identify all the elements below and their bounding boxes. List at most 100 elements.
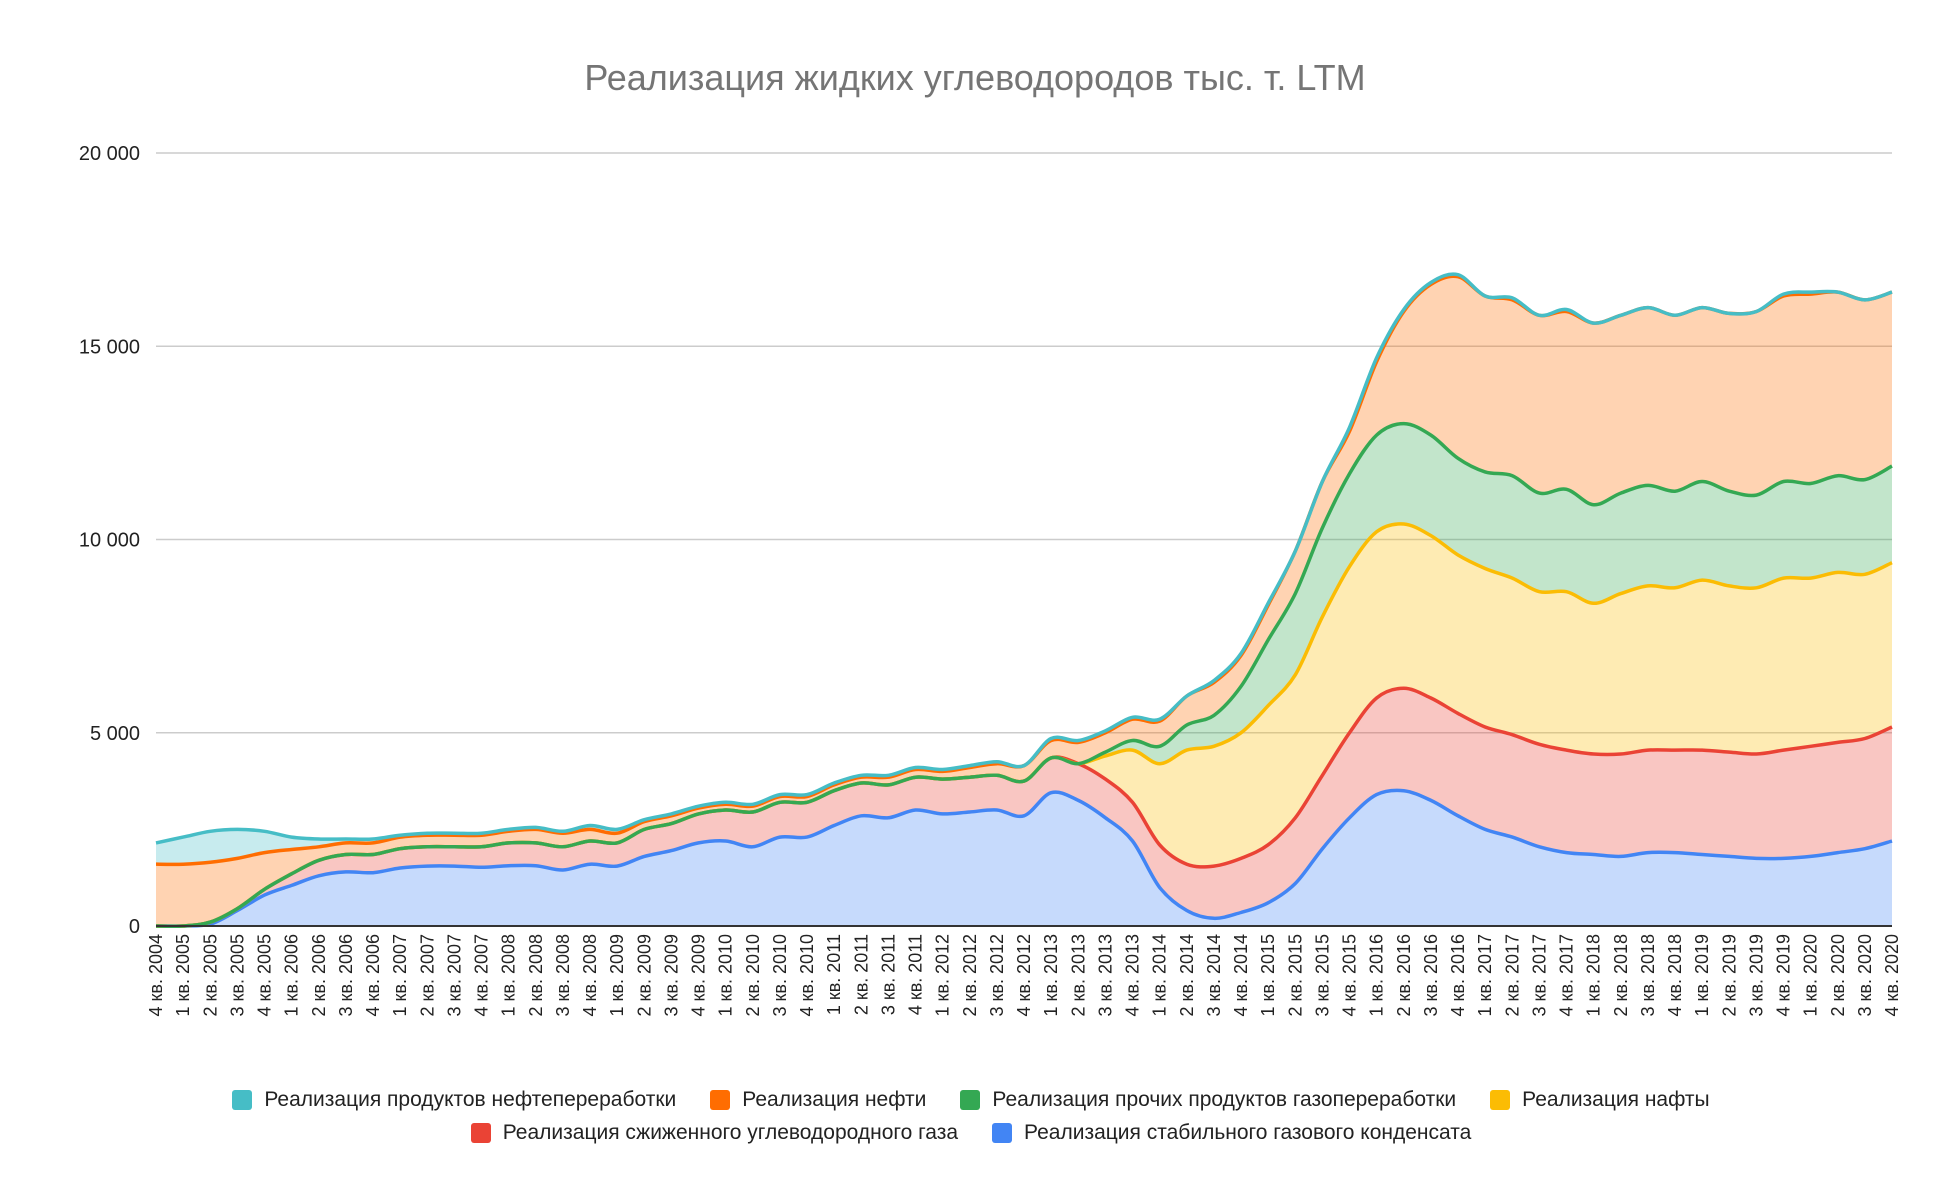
legend-swatch [1490,1090,1511,1110]
series-3-line [155,421,1893,929]
x-tick-label: 4 кв. 2007 [472,934,492,1017]
legend-item-other-gas-products[interactable]: Реализация прочих продуктов газоперерабо… [960,1088,1456,1112]
y-tick-label: 5 000 [90,723,140,745]
x-tick-label: 4 кв. 2004 [146,934,166,1017]
x-tick-label: 4 кв. 2013 [1123,934,1143,1017]
x-tick-label: 1 кв. 2010 [716,934,736,1017]
legend-swatch [232,1090,253,1110]
legend-item-naphtha[interactable]: Реализация нафты [1490,1088,1710,1112]
x-tick-label: 3 кв. 2011 [878,934,898,1015]
x-tick-label: 4 кв. 2020 [1882,934,1902,1017]
x-tick-label: 1 кв. 2020 [1801,934,1821,1017]
series-4-area [156,276,1892,927]
x-tick-label: 2 кв. 2005 [200,934,220,1017]
x-tick-label: 1 кв. 2013 [1041,934,1061,1017]
legend-label: Реализация прочих продуктов газоперерабо… [992,1088,1457,1111]
x-tick-label: 1 кв. 2008 [499,934,519,1017]
series-1-area [156,688,1892,927]
legend-item-condensate[interactable]: Реализация стабильного газового конденса… [992,1121,1471,1145]
x-tick-label: 1 кв. 2017 [1475,934,1495,1017]
x-tick-label: 1 кв. 2015 [1258,934,1278,1017]
series-2-area [156,523,1892,927]
x-tick-label: 3 кв. 2005 [227,934,247,1017]
x-tick-label: 3 кв. 2007 [444,934,464,1017]
x-tick-label: 2 кв. 2009 [634,934,654,1017]
legend-label: Реализация стабильного газового конденса… [1024,1121,1472,1144]
series-3-area [156,423,1892,927]
x-tick-label: 2 кв. 2010 [743,934,763,1017]
x-tick-label: 1 кв. 2016 [1367,934,1387,1017]
x-tick-label: 3 кв. 2017 [1529,934,1549,1017]
y-tick-label: 15 000 [79,336,140,358]
x-tick-label: 4 кв. 2012 [1014,934,1034,1017]
x-tick-label: 3 кв. 2016 [1421,934,1441,1017]
x-tick-label: 4 кв. 2017 [1557,934,1577,1017]
x-tick-label: 3 кв. 2006 [336,934,356,1017]
legend-label: Реализация продуктов нефтепереработки [264,1088,677,1111]
x-tick-label: 3 кв. 2019 [1746,934,1766,1017]
y-tick-label: 10 000 [79,530,140,552]
area-fills [156,274,1892,927]
x-tick-label: 4 кв. 2008 [580,934,600,1017]
x-tick-label: 3 кв. 2020 [1855,934,1875,1017]
x-tick-label: 4 кв. 2018 [1665,934,1685,1017]
legend-row-2: Реализация сжиженного углеводородного га… [0,1121,1942,1145]
legend-swatch [470,1123,491,1143]
x-tick-label: 2 кв. 2013 [1068,934,1088,1017]
x-tick-label: 1 кв. 2006 [282,934,302,1017]
x-tick-label: 4 кв. 2019 [1774,934,1794,1017]
series-lines [155,272,1893,929]
x-tick-label: 2 кв. 2016 [1394,934,1414,1017]
x-tick-label: 1 кв. 2009 [607,934,627,1017]
legend-swatch [710,1090,731,1110]
legend-label: Реализация нефти [742,1088,927,1111]
y-tick-label: 20 000 [79,143,140,165]
series-5-line [155,272,1893,845]
x-axis-ticks: 4 кв. 2004 1 кв. 2005 2 кв. 2005 3 кв. 2005… [146,934,1902,1017]
x-tick-label: 4 кв. 2006 [363,934,383,1017]
legend-swatch [960,1090,981,1110]
x-tick-label: 3 кв. 2010 [770,934,790,1017]
x-tick-label: 2 кв. 2011 [851,934,871,1015]
x-tick-label: 2 кв. 2015 [1285,934,1305,1017]
legend-row-1: Реализация продуктов нефтепереработки Ре… [0,1088,1942,1112]
legend-item-lpg[interactable]: Реализация сжиженного углеводородного га… [470,1121,959,1145]
x-tick-label: 4 кв. 2015 [1340,934,1360,1017]
x-tick-label: 3 кв. 2018 [1638,934,1658,1017]
series-0-area [156,790,1892,927]
x-tick-label: 2 кв. 2008 [526,934,546,1017]
y-axis-ticks: 0 5 000 10 000 15 000 20 000 [79,143,140,938]
x-tick-label: 3 кв. 2014 [1204,934,1224,1017]
x-tick-label: 1 кв. 2007 [390,934,410,1017]
x-tick-label: 4 кв. 2016 [1448,934,1468,1017]
x-tick-label: 4 кв. 2005 [255,934,275,1017]
legend-item-oil[interactable]: Реализация нефти [710,1088,926,1112]
x-tick-label: 2 кв. 2012 [960,934,980,1017]
x-tick-label: 2 кв. 2007 [417,934,437,1017]
x-tick-label: 2 кв. 2020 [1828,934,1848,1017]
x-tick-label: 2 кв. 2019 [1719,934,1739,1017]
x-tick-label: 3 кв. 2008 [553,934,573,1017]
x-tick-label: 1 кв. 2005 [173,934,193,1017]
x-tick-label: 2 кв. 2006 [309,934,329,1017]
x-tick-label: 1 кв. 2012 [933,934,953,1017]
x-tick-label: 3 кв. 2013 [1095,934,1115,1017]
x-tick-label: 2 кв. 2017 [1502,934,1522,1017]
x-tick-label: 1 кв. 2014 [1150,934,1170,1017]
x-tick-label: 1 кв. 2019 [1692,934,1712,1017]
gridlines [156,152,1892,734]
legend-label: Реализация нафты [1522,1088,1710,1111]
x-tick-label: 4 кв. 2014 [1231,934,1251,1017]
series-0-line [155,788,1893,928]
x-tick-label: 3 кв. 2015 [1312,934,1332,1017]
legend-label: Реализация сжиженного углеводородного га… [502,1121,959,1144]
legend-swatch [992,1123,1013,1143]
x-tick-label: 4 кв. 2010 [797,934,817,1017]
legend-item-refined-products[interactable]: Реализация продуктов нефтепереработки [232,1088,676,1112]
x-tick-label: 3 кв. 2009 [661,934,681,1017]
x-tick-label: 1 кв. 2018 [1584,934,1604,1017]
x-tick-label: 4 кв. 2011 [906,934,926,1015]
chart-title: Реализация жидких углеводородов тыс. т. … [584,57,1365,98]
x-tick-label: 2 кв. 2014 [1177,934,1197,1017]
